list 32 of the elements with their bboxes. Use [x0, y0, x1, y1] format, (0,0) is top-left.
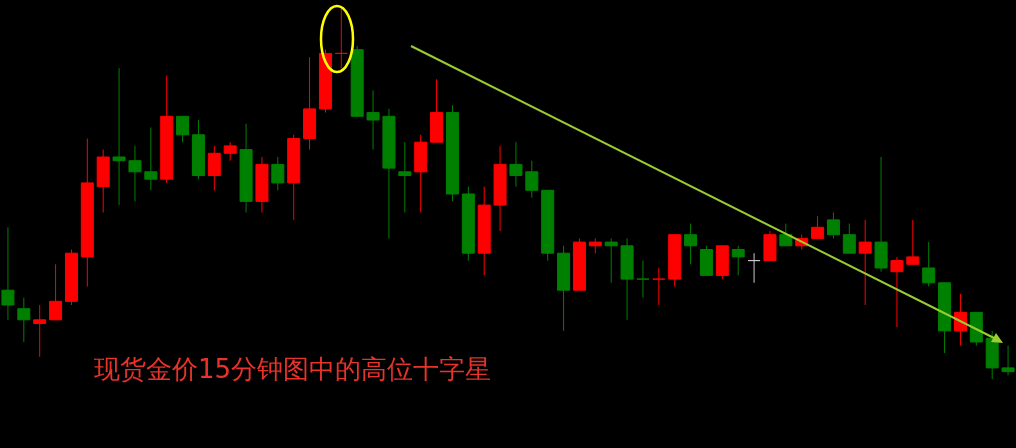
candlestick [684, 223, 698, 265]
candlestick [1001, 345, 1015, 376]
candlestick [636, 260, 650, 299]
candlestick [112, 67, 126, 206]
candlestick [842, 223, 856, 254]
candlestick [17, 297, 31, 343]
candlestick [509, 141, 523, 188]
annotation: 现货金价15分钟图中的高位十字星 [94, 353, 492, 386]
candlestick [223, 141, 237, 162]
candlestick [128, 145, 142, 202]
candlestick [890, 256, 904, 328]
candlestick [207, 145, 221, 191]
candlestick [49, 263, 63, 321]
candlestick [731, 245, 745, 276]
candlestick [1, 226, 15, 321]
candlestick [398, 141, 412, 213]
candlestick [747, 252, 761, 284]
candlestick [826, 212, 840, 239]
candlestick [144, 126, 158, 191]
candlestick [604, 237, 618, 284]
candlestick [906, 219, 920, 265]
candlestick [33, 304, 47, 358]
candlestick [334, 8, 348, 69]
candlestick [525, 160, 539, 199]
candlestick [366, 89, 380, 151]
candlestick [271, 156, 285, 191]
candlestick [858, 219, 872, 306]
candlestick [176, 115, 190, 143]
candlestick [953, 293, 967, 347]
candlestick [811, 215, 825, 239]
candlestick [922, 241, 936, 287]
candlestick [652, 267, 666, 306]
